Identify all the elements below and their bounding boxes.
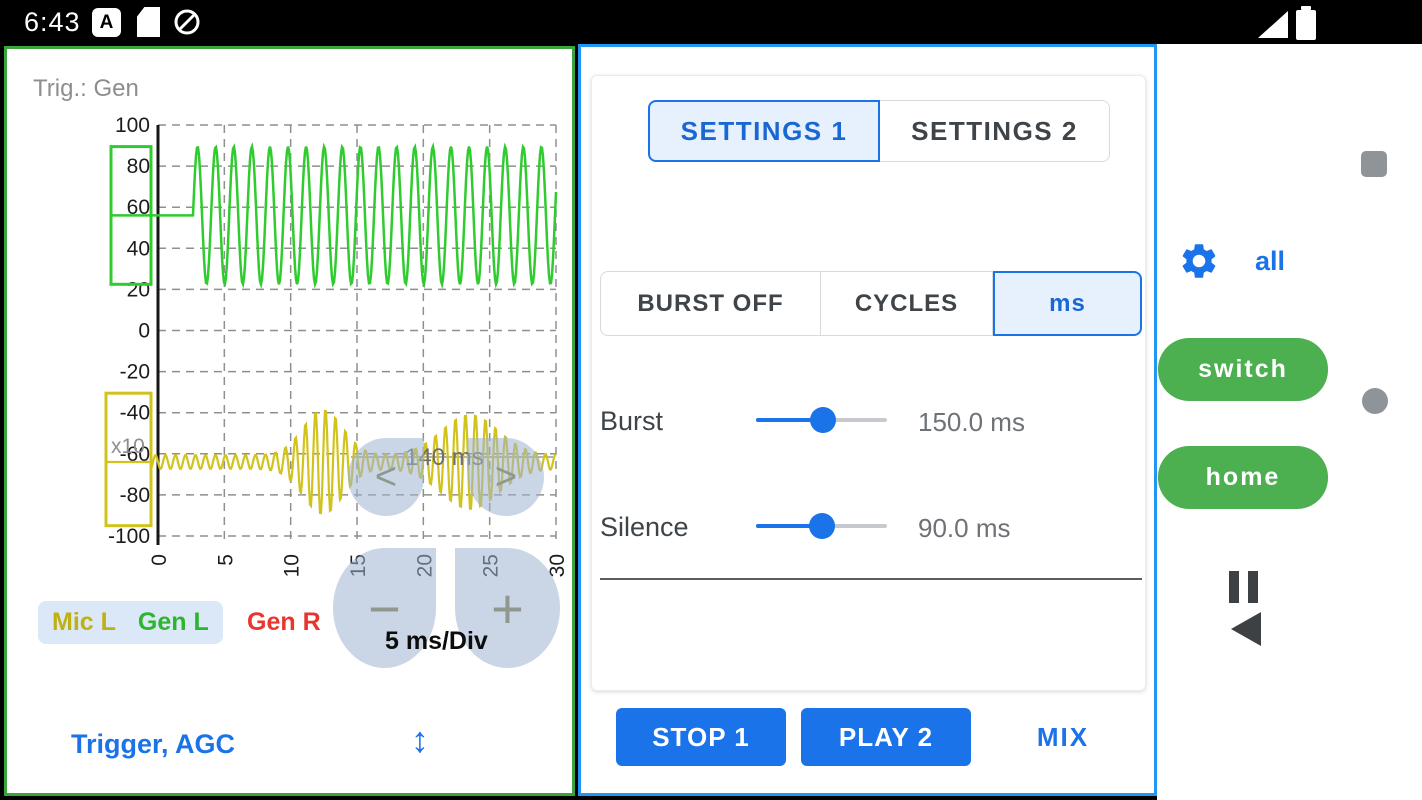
legend-mic-l[interactable]: Mic L: [52, 608, 116, 636]
y-tick-label: -40: [120, 402, 150, 425]
y-tick-label: 100: [115, 114, 150, 137]
zoom-out-button[interactable]: −: [333, 548, 436, 668]
x-tick-label: 5: [214, 554, 237, 566]
generator-settings-panel: SETTINGS 1 SETTINGS 2 BURST OFF CYCLES m…: [578, 44, 1157, 796]
do-not-disturb-icon: [172, 7, 202, 37]
settings-tabs: SETTINGS 1 SETTINGS 2: [648, 100, 1110, 162]
battery-body: [1296, 10, 1316, 40]
y-tick-label: -20: [120, 361, 150, 384]
section-divider: [600, 578, 1142, 580]
burst-slider-thumb[interactable]: [809, 407, 836, 433]
nav-recents-icon[interactable]: [1361, 151, 1387, 177]
silence-slider[interactable]: [756, 513, 887, 539]
settings-card: [591, 75, 1146, 691]
signal-strength-icon: [1258, 11, 1288, 38]
resize-updown-icon[interactable]: ↕: [411, 719, 429, 760]
oscilloscope-panel[interactable]: Trig.: Gen 100 80 60 40 20 0 -20 -40 -60 -80 -100 0…: [4, 46, 575, 796]
nav-home-icon[interactable]: [1362, 388, 1388, 414]
silence-value: 90.0 ms: [918, 513, 1011, 543]
sd-card-icon: [137, 7, 160, 37]
trigger-source-label: Trig.: Gen: [33, 75, 139, 102]
trigger-agc-button[interactable]: Trigger, AGC: [71, 729, 236, 759]
gain-label: x10: [111, 435, 145, 458]
silence-label: Silence: [600, 512, 689, 542]
y-tick-label: -80: [120, 484, 150, 507]
y-tick-label: 60: [127, 196, 150, 219]
y-tick-label: 20: [127, 278, 150, 301]
burst-value: 150.0 ms: [918, 407, 1025, 437]
burst-label: Burst: [600, 406, 664, 436]
mic-range-box[interactable]: [104, 391, 153, 528]
side-panel: all switch home: [1157, 44, 1422, 800]
y-tick-label: -100: [108, 525, 150, 548]
burst-slider[interactable]: [756, 407, 887, 433]
x-tick-label: 30: [546, 554, 568, 577]
status-bar: 6:43 A: [0, 0, 1422, 44]
keyboard-letter: A: [99, 11, 114, 33]
keyboard-layout-icon: A: [92, 8, 121, 37]
y-tick-label: 40: [127, 237, 150, 260]
clock: 6:43: [24, 7, 81, 37]
silence-slider-fill: [756, 524, 822, 528]
tab-settings-1[interactable]: SETTINGS 1: [648, 100, 880, 162]
battery-nub: [1301, 6, 1311, 10]
legend-gen-l[interactable]: Gen L: [137, 608, 209, 636]
legend-gen-r[interactable]: Gen R: [247, 608, 321, 636]
stop-1-button[interactable]: STOP 1: [616, 708, 786, 766]
settings-gear-icon[interactable]: [1178, 240, 1220, 282]
x-tick-label: 10: [281, 554, 304, 577]
tab-settings-2[interactable]: SETTINGS 2: [880, 100, 1110, 162]
segment-ms[interactable]: ms: [993, 271, 1142, 336]
measure-handle-right[interactable]: >: [468, 438, 544, 516]
zoom-in-button[interactable]: +: [455, 548, 560, 668]
y-tick-label: 80: [127, 155, 150, 178]
burst-mode-segments: BURST OFF CYCLES ms: [600, 271, 1142, 336]
mix-button[interactable]: MIX: [1036, 721, 1090, 752]
x-tick-label: 0: [148, 554, 171, 566]
back-triangle-icon[interactable]: [1231, 612, 1261, 646]
channel-legend: Mic L Gen L: [38, 601, 223, 644]
plus-icon: +: [491, 576, 524, 640]
silence-slider-thumb[interactable]: [808, 513, 835, 539]
home-button[interactable]: home: [1158, 446, 1328, 509]
y-tick-label: -60: [120, 443, 150, 466]
segment-burst-off[interactable]: BURST OFF: [600, 271, 821, 336]
chevron-left-icon: <: [374, 455, 398, 498]
minus-icon: −: [368, 576, 401, 640]
pause-icon[interactable]: [1229, 571, 1258, 603]
gen-l-waveform: [111, 141, 558, 290]
segment-cycles[interactable]: CYCLES: [821, 271, 993, 336]
measure-handle-left[interactable]: <: [348, 438, 424, 516]
chevron-right-icon: >: [494, 455, 518, 498]
time-per-div-label: 5 ms/Div: [385, 627, 488, 655]
all-button[interactable]: all: [1255, 246, 1286, 276]
burst-slider-fill: [756, 418, 823, 422]
switch-button[interactable]: switch: [1158, 338, 1328, 401]
battery-icon: [1296, 6, 1316, 40]
y-tick-label: 0: [138, 320, 150, 343]
play-2-button[interactable]: PLAY 2: [801, 708, 971, 766]
